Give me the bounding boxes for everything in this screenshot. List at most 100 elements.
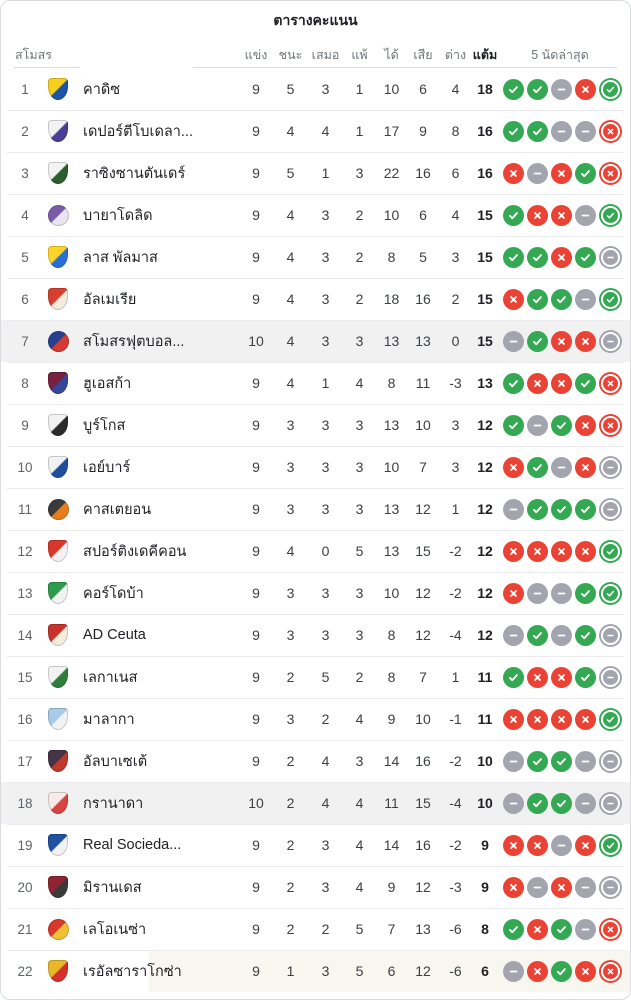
draw-minus-icon[interactable]	[575, 288, 596, 310]
loss-x-icon[interactable]	[527, 918, 548, 940]
loss-x-icon[interactable]	[575, 960, 596, 982]
win-check-icon[interactable]	[551, 498, 572, 520]
team-name[interactable]: AD Ceuta	[83, 627, 146, 643]
team-name[interactable]: มาลากา	[83, 711, 135, 728]
table-row[interactable]: 1 คาดิซ 9 5 3 1 10 6 4 18	[1, 68, 630, 110]
team-name[interactable]: คาสเตยอน	[83, 501, 152, 518]
loss-x-icon[interactable]	[527, 834, 548, 856]
draw-minus-icon[interactable]	[503, 750, 524, 772]
draw-minus-icon[interactable]	[551, 834, 572, 856]
loss-x-icon[interactable]	[503, 834, 524, 856]
win-check-icon[interactable]	[575, 666, 596, 688]
win-check-icon[interactable]	[527, 456, 548, 478]
loss-x-icon[interactable]	[551, 246, 572, 268]
loss-x-icon[interactable]	[503, 288, 524, 310]
draw-minus-icon[interactable]	[575, 876, 596, 898]
team-name[interactable]: คาดิซ	[83, 81, 121, 98]
draw-minus-icon[interactable]	[527, 582, 548, 604]
win-check-icon[interactable]	[527, 750, 548, 772]
draw-minus-icon[interactable]	[503, 792, 524, 814]
loss-x-icon[interactable]	[575, 414, 596, 436]
draw-minus-icon[interactable]	[503, 624, 524, 646]
draw-minus-icon[interactable]	[551, 78, 572, 100]
draw-minus-icon[interactable]	[527, 162, 548, 184]
team-name[interactable]: เอย์บาร์	[83, 459, 131, 476]
team-name[interactable]: อัลบาเซเต้	[83, 753, 148, 770]
table-row[interactable]: 19 Real Socieda... 9 2 3 4 14 16 -2 9	[1, 824, 630, 866]
loss-x-icon[interactable]	[575, 78, 596, 100]
draw-minus-icon[interactable]	[599, 623, 622, 647]
loss-x-icon[interactable]	[551, 330, 572, 352]
win-check-icon[interactable]	[551, 792, 572, 814]
win-check-icon[interactable]	[599, 287, 622, 311]
team-name[interactable]: กรานาดา	[83, 795, 144, 812]
loss-x-icon[interactable]	[527, 372, 548, 394]
win-check-icon[interactable]	[527, 120, 548, 142]
table-row[interactable]: 15 เลกาเนส 9 2 5 2 8 7 1 11	[1, 656, 630, 698]
draw-minus-icon[interactable]	[527, 876, 548, 898]
loss-x-icon[interactable]	[575, 330, 596, 352]
loss-x-icon[interactable]	[551, 162, 572, 184]
win-check-icon[interactable]	[527, 792, 548, 814]
draw-minus-icon[interactable]	[599, 665, 622, 689]
loss-x-icon[interactable]	[503, 708, 524, 730]
win-check-icon[interactable]	[551, 960, 572, 982]
win-check-icon[interactable]	[527, 330, 548, 352]
table-row[interactable]: 9 บูร์โกส 9 3 3 3 13 10 3 12	[1, 404, 630, 446]
team-name[interactable]: เลโอเนซ่า	[83, 921, 147, 938]
team-name[interactable]: ลาส พัลมาส	[83, 249, 158, 266]
table-row[interactable]: 8 ฮูเอสก้า 9 4 1 4 8 11 -3 13	[1, 362, 630, 404]
team-name[interactable]: เรอัลซาราโกซ่า	[83, 963, 182, 980]
draw-minus-icon[interactable]	[551, 456, 572, 478]
team-name[interactable]: บูร์โกส	[83, 417, 126, 434]
draw-minus-icon[interactable]	[575, 120, 596, 142]
draw-minus-icon[interactable]	[551, 624, 572, 646]
draw-minus-icon[interactable]	[503, 960, 524, 982]
table-row[interactable]: 22 เรอัลซาราโกซ่า 9 1 3 5 6 12 -6 6	[1, 950, 630, 992]
draw-minus-icon[interactable]	[599, 749, 622, 773]
team-name[interactable]: ฮูเอสก้า	[83, 375, 132, 392]
table-row[interactable]: 5 ลาส พัลมาส 9 4 3 2 8 5 3 15	[1, 236, 630, 278]
win-check-icon[interactable]	[551, 918, 572, 940]
table-row[interactable]: 4 บายาโดลิด 9 4 3 2 10 6 4 15	[1, 194, 630, 236]
table-row[interactable]: 14 AD Ceuta 9 3 3 3 8 12 -4 12	[1, 614, 630, 656]
loss-x-icon[interactable]	[527, 540, 548, 562]
loss-x-icon[interactable]	[527, 666, 548, 688]
loss-x-icon[interactable]	[575, 456, 596, 478]
win-check-icon[interactable]	[527, 288, 548, 310]
win-check-icon[interactable]	[527, 498, 548, 520]
team-name[interactable]: บายาโดลิด	[83, 207, 153, 224]
loss-x-icon[interactable]	[599, 119, 622, 143]
loss-x-icon[interactable]	[551, 666, 572, 688]
team-name[interactable]: Real Socieda...	[83, 837, 182, 853]
loss-x-icon[interactable]	[551, 876, 572, 898]
table-row[interactable]: 17 อัลบาเซเต้ 9 2 4 3 14 16 -2 10	[1, 740, 630, 782]
loss-x-icon[interactable]	[527, 708, 548, 730]
win-check-icon[interactable]	[551, 750, 572, 772]
draw-minus-icon[interactable]	[575, 792, 596, 814]
loss-x-icon[interactable]	[599, 917, 622, 941]
table-row[interactable]: 20 มิรานเดส 9 2 3 4 9 12 -3 9	[1, 866, 630, 908]
win-check-icon[interactable]	[599, 581, 622, 605]
win-check-icon[interactable]	[575, 624, 596, 646]
win-check-icon[interactable]	[575, 162, 596, 184]
table-row[interactable]: 2 เดปอร์ตีโบเดลา... 9 4 4 1 17 9 8 16	[1, 110, 630, 152]
loss-x-icon[interactable]	[503, 582, 524, 604]
loss-x-icon[interactable]	[551, 540, 572, 562]
win-check-icon[interactable]	[503, 204, 524, 226]
win-check-icon[interactable]	[527, 78, 548, 100]
table-row[interactable]: 3 ราซิงซานตันเดร์ 9 5 1 3 22 16 6 16	[1, 152, 630, 194]
loss-x-icon[interactable]	[503, 456, 524, 478]
loss-x-icon[interactable]	[527, 204, 548, 226]
draw-minus-icon[interactable]	[503, 330, 524, 352]
win-check-icon[interactable]	[575, 498, 596, 520]
loss-x-icon[interactable]	[575, 834, 596, 856]
win-check-icon[interactable]	[575, 246, 596, 268]
loss-x-icon[interactable]	[599, 959, 622, 983]
win-check-icon[interactable]	[527, 624, 548, 646]
win-check-icon[interactable]	[575, 582, 596, 604]
table-row[interactable]: 11 คาสเตยอน 9 3 3 3 13 12 1 12	[1, 488, 630, 530]
win-check-icon[interactable]	[503, 918, 524, 940]
win-check-icon[interactable]	[599, 833, 622, 857]
team-name[interactable]: สโมสรฟุตบอล...	[83, 333, 185, 350]
